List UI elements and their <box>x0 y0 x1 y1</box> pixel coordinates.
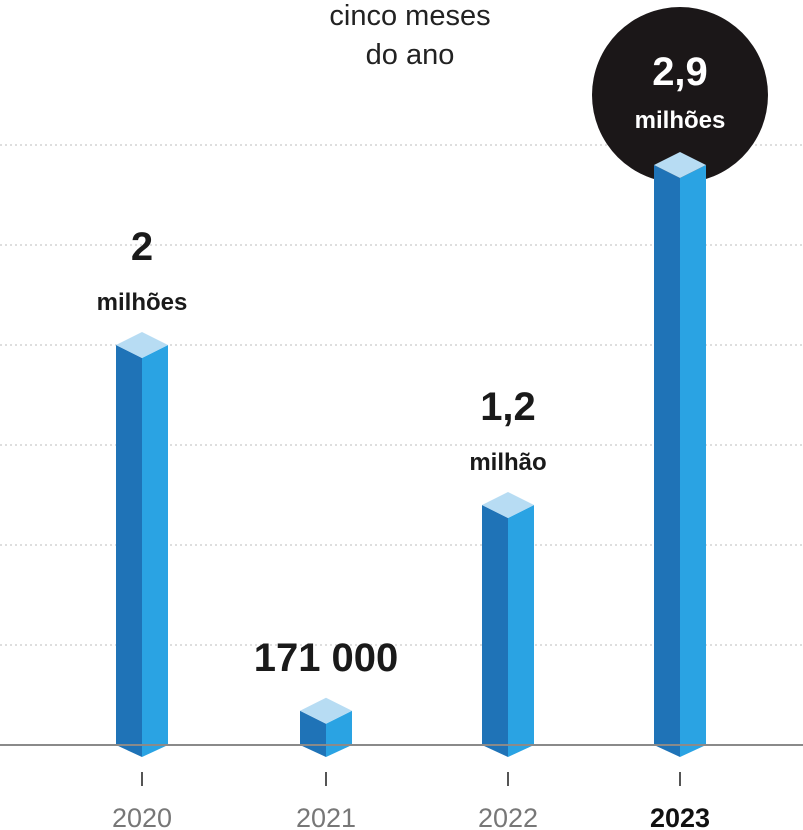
x-tick-label-2020: 2020 <box>112 803 172 830</box>
chart-title-line-1: cinco meses <box>329 0 490 32</box>
bar-top-face <box>654 152 706 178</box>
value-label-2021: 171 000 <box>254 636 399 680</box>
x-axis: 2020 2021 2022 2023 <box>0 744 803 830</box>
bar-front-face <box>654 165 680 757</box>
bar-2023 <box>654 152 706 757</box>
bar-side-face <box>680 165 706 757</box>
bar-side-face <box>508 505 534 757</box>
highlight-circle <box>592 7 768 183</box>
value-label-2022: 1,2 <box>480 385 536 429</box>
x-tick-label-2022: 2022 <box>478 803 538 830</box>
bar-top-face <box>116 332 168 358</box>
bar-2020 <box>116 332 168 757</box>
x-tick-label-2023: 2023 <box>650 803 710 830</box>
gridlines <box>0 144 803 646</box>
chart-title: cinco meses do ano <box>329 0 490 71</box>
bar-top-face <box>300 697 352 724</box>
value-label-2020: 2 <box>131 225 153 269</box>
bars <box>116 152 706 757</box>
value-unit-2022: milhão <box>469 449 546 476</box>
chart-title-line-2: do ano <box>366 39 455 71</box>
highlight-layer <box>592 7 768 183</box>
value-unit-2020: milhões <box>97 289 188 316</box>
bar-2021 <box>300 697 352 757</box>
value-labels: 2 milhões 171 000 1,2 milhão 2,9 milhões <box>97 50 726 680</box>
value-label-2023: 2,9 <box>652 50 708 94</box>
x-tick-label-2021: 2021 <box>296 803 356 830</box>
value-unit-2023: milhões <box>635 107 726 134</box>
bar-front-face <box>482 505 508 757</box>
bar-side-face <box>142 345 168 757</box>
bar-top-face <box>482 492 534 518</box>
bar-front-face <box>116 345 142 757</box>
bar-2022 <box>482 492 534 757</box>
